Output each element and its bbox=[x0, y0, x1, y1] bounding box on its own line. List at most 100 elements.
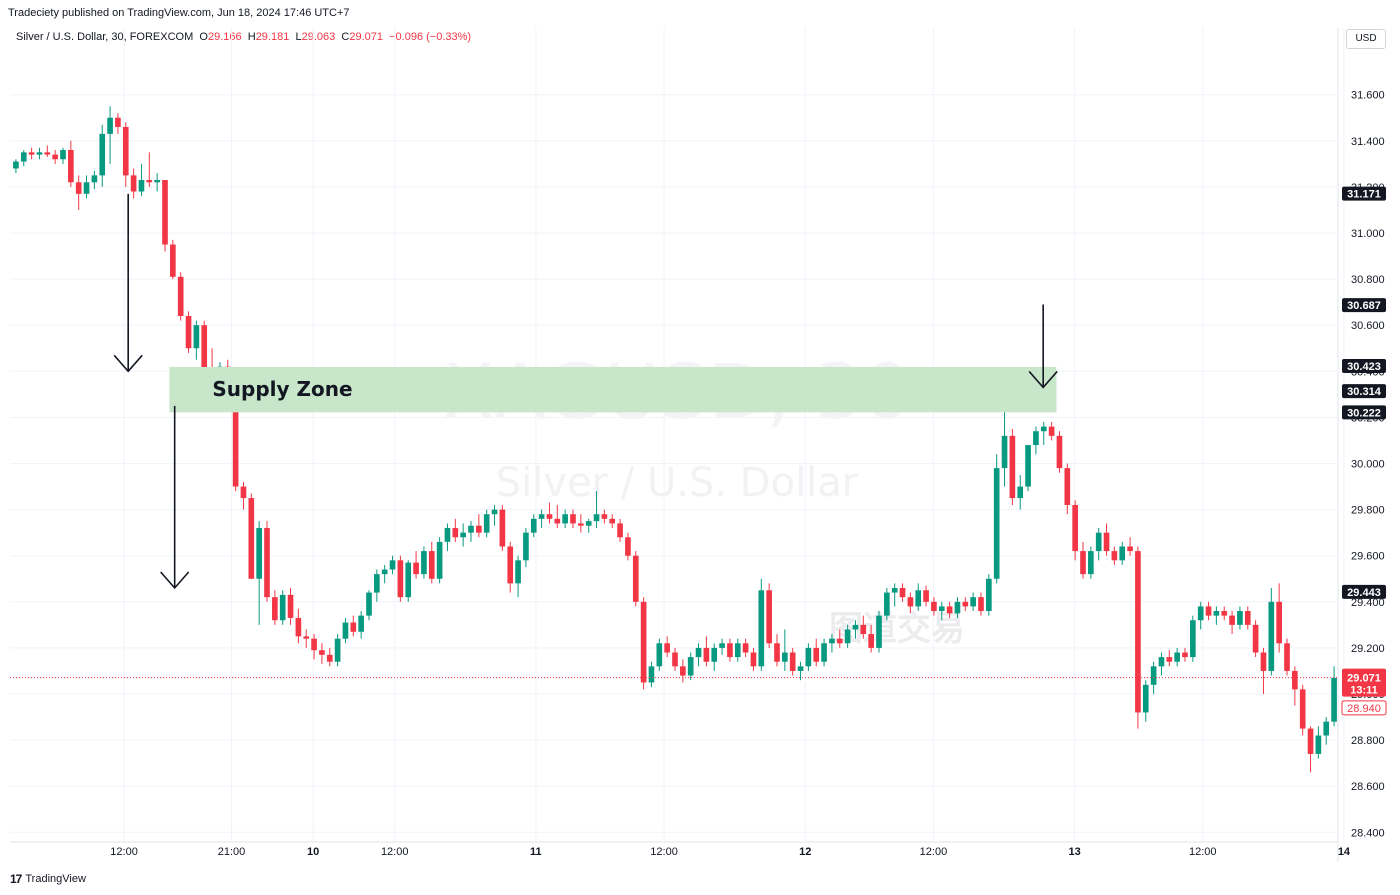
candle-body bbox=[554, 518, 561, 524]
candle-body bbox=[805, 647, 812, 667]
candle-body bbox=[130, 175, 137, 192]
candle-body bbox=[1001, 435, 1008, 469]
x-tick-label: 12:00 bbox=[1189, 846, 1217, 858]
candle-body bbox=[1221, 611, 1228, 616]
candle-body bbox=[421, 551, 427, 575]
y-tick-label: 29.400 bbox=[1351, 597, 1385, 609]
candle-body bbox=[664, 643, 670, 653]
candle-body bbox=[993, 468, 1000, 579]
candle-body bbox=[978, 597, 984, 612]
candle-body bbox=[1009, 435, 1016, 499]
candle-body bbox=[742, 643, 749, 653]
candle-body bbox=[1119, 546, 1126, 561]
candle-body bbox=[1276, 601, 1282, 644]
candle-body bbox=[962, 601, 969, 607]
candle-body bbox=[687, 657, 694, 676]
y-tick-label: 30.800 bbox=[1351, 274, 1385, 286]
candle-body bbox=[1205, 606, 1212, 616]
price-badge-outline bbox=[1341, 700, 1387, 716]
candle-body bbox=[774, 643, 780, 662]
candle-body bbox=[405, 562, 412, 598]
candle-body bbox=[185, 315, 192, 349]
candle-body bbox=[483, 514, 490, 533]
candle-body bbox=[523, 532, 529, 561]
supply-zone bbox=[169, 366, 1057, 413]
candle-body bbox=[1048, 426, 1055, 436]
candle-body bbox=[1095, 532, 1102, 552]
candle-body bbox=[1268, 601, 1275, 671]
candle-body bbox=[248, 498, 255, 579]
candle-body bbox=[672, 652, 678, 667]
candle-body bbox=[1213, 611, 1220, 616]
price-badge bbox=[1342, 298, 1386, 313]
candle-body bbox=[570, 514, 576, 524]
price-badge-value: 30.222 bbox=[1347, 407, 1381, 419]
close-value: 29.071 bbox=[349, 31, 383, 43]
candle-body bbox=[36, 152, 43, 155]
candle-body bbox=[326, 654, 333, 662]
candle-body bbox=[915, 590, 922, 607]
low-label: L bbox=[295, 31, 302, 43]
x-tick-label: 21:00 bbox=[218, 846, 246, 858]
symbol-name: Silver / U.S. Dollar, 30, FOREXCOM bbox=[16, 31, 194, 43]
candle-body bbox=[358, 615, 364, 632]
candle-body bbox=[1080, 551, 1086, 575]
candle-body bbox=[381, 569, 388, 575]
candle-body bbox=[852, 624, 859, 630]
currency-button[interactable]: USD bbox=[1346, 29, 1386, 49]
candle-body bbox=[499, 509, 506, 547]
candle-body bbox=[91, 175, 98, 183]
current-price-badge bbox=[1342, 668, 1386, 697]
y-tick-label: 30.600 bbox=[1351, 320, 1385, 332]
candle-body bbox=[829, 638, 835, 644]
y-tick-label: 31.400 bbox=[1351, 136, 1385, 148]
x-tick-label: 12:00 bbox=[650, 846, 678, 858]
candle-body bbox=[342, 622, 349, 639]
candle-body bbox=[99, 133, 106, 176]
candle-body bbox=[264, 528, 270, 598]
candle-body bbox=[1033, 431, 1039, 446]
candle-body bbox=[295, 617, 302, 637]
candle-body bbox=[530, 518, 537, 533]
candle-body bbox=[122, 126, 129, 176]
candlestick-chart[interactable]: 31.60031.40031.20031.00030.80030.60030.4… bbox=[0, 0, 1400, 870]
x-tick-label: 12:00 bbox=[381, 846, 409, 858]
candle-body bbox=[366, 592, 372, 616]
candle-body bbox=[240, 486, 247, 499]
y-tick-label: 29.600 bbox=[1351, 551, 1385, 563]
price-badge-value: 28.940 bbox=[1347, 703, 1381, 715]
change-value: −0.096 (−0.33%) bbox=[389, 31, 472, 43]
candle-body bbox=[640, 601, 647, 683]
candle-body bbox=[1237, 611, 1243, 625]
candle-body bbox=[115, 117, 121, 127]
price-badge-value: 31.171 bbox=[1347, 189, 1381, 201]
candle-body bbox=[617, 523, 623, 538]
tradingview-logo-icon: 17 bbox=[10, 872, 22, 886]
candle-body bbox=[28, 152, 35, 155]
candle-body bbox=[860, 624, 867, 635]
candle-body bbox=[821, 643, 827, 662]
candle-body bbox=[232, 382, 239, 487]
arrow-head-icon bbox=[1028, 370, 1058, 389]
candle-body bbox=[272, 597, 278, 621]
candle-body bbox=[311, 638, 317, 651]
candle-body bbox=[891, 587, 898, 593]
candle-body bbox=[986, 578, 992, 612]
price-badge bbox=[1342, 358, 1386, 373]
open-value: 29.166 bbox=[207, 31, 242, 43]
candle-body bbox=[1307, 728, 1314, 754]
price-badge bbox=[1342, 584, 1386, 599]
candle-body bbox=[154, 179, 160, 183]
candle-body bbox=[813, 647, 820, 662]
candle-body bbox=[1299, 689, 1306, 729]
candle-body bbox=[374, 574, 380, 593]
candle-body bbox=[727, 643, 733, 658]
candle-body bbox=[52, 154, 58, 160]
candle-body bbox=[138, 179, 145, 192]
candle-body bbox=[734, 643, 741, 658]
watermark-cn: 图道交易 bbox=[829, 609, 965, 649]
x-tick-label: 12:00 bbox=[110, 846, 138, 858]
arrow-head-icon bbox=[160, 571, 190, 590]
candle-body bbox=[954, 601, 961, 614]
candle-body bbox=[334, 638, 341, 662]
